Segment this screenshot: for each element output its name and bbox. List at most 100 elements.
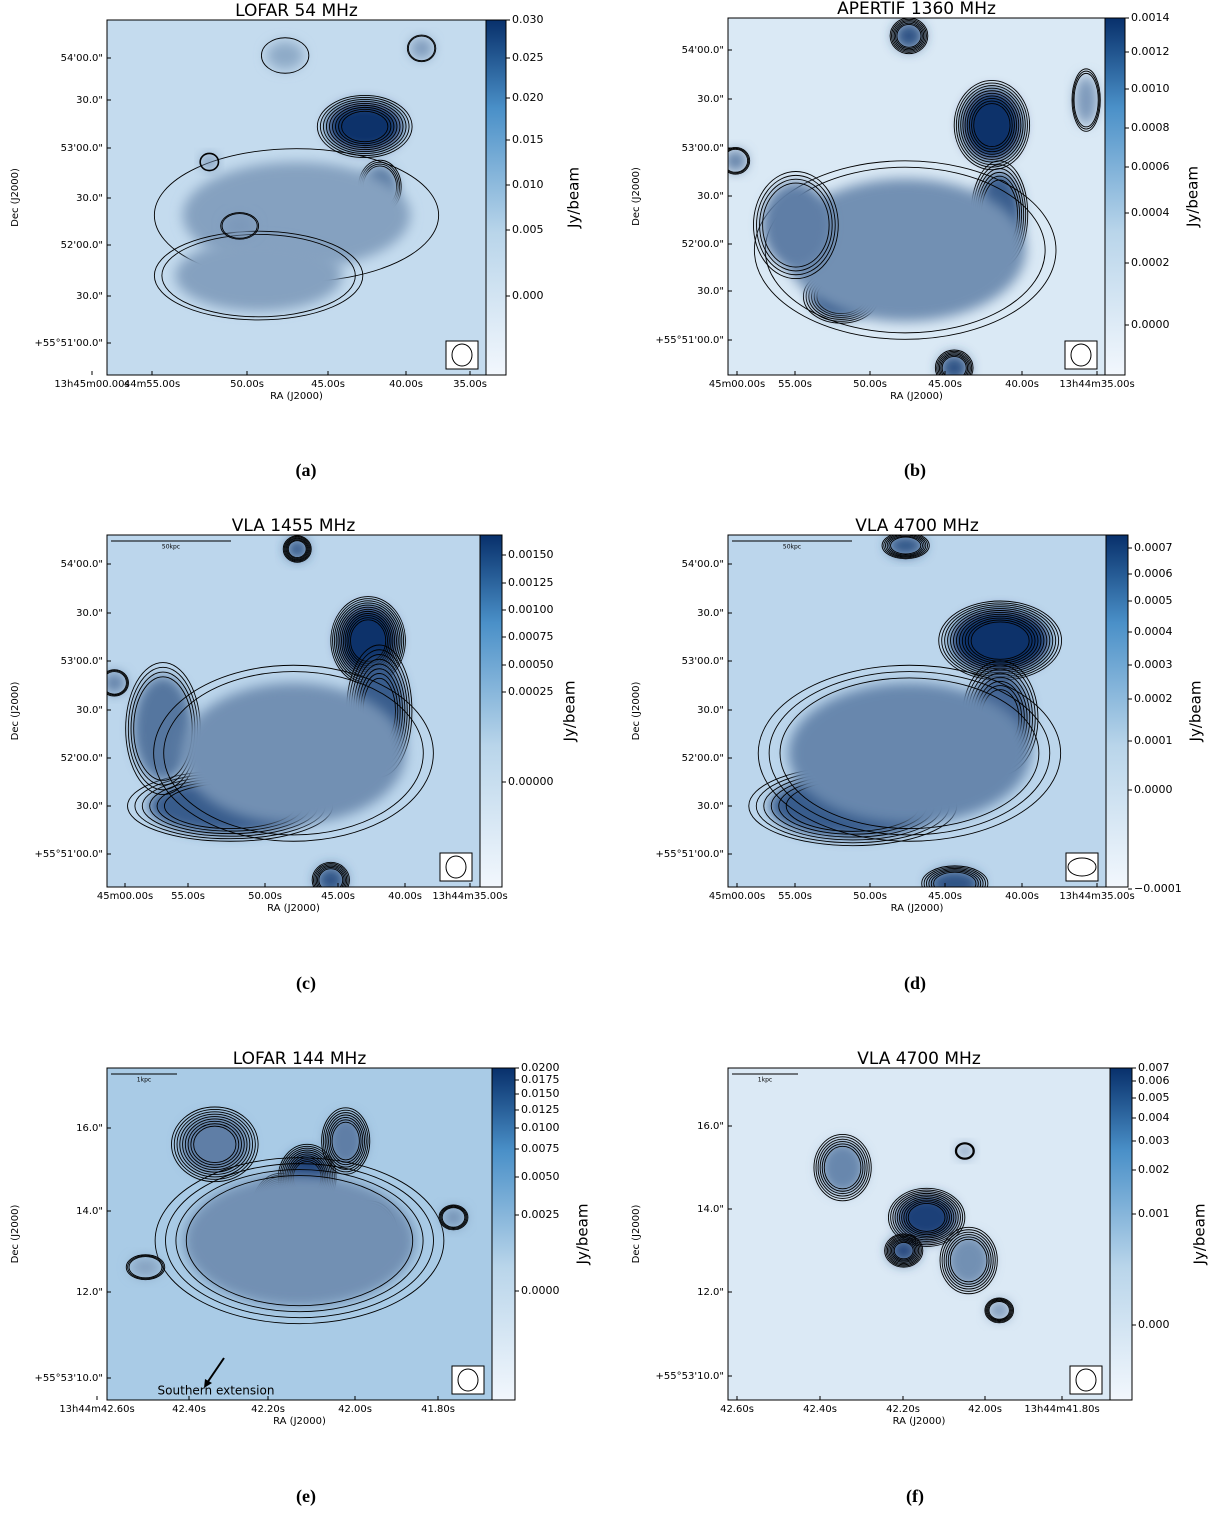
- x-tick-label: 42.40s: [172, 1404, 206, 1415]
- emission: [957, 1144, 973, 1158]
- emission: [107, 672, 126, 694]
- caption: (b): [904, 460, 926, 481]
- panel: 0.00150 0.00125 0.00100 0.00075 0.00050 0.000…: [10, 516, 579, 994]
- contour: [341, 110, 389, 143]
- contour: [329, 102, 401, 151]
- y-tick-label: +55°51'00.0": [35, 849, 103, 860]
- contour: [881, 535, 930, 560]
- y-tick-label: +55°53'10.0": [35, 1373, 103, 1384]
- colorbar-tick-label: 0.000: [1138, 1318, 1170, 1331]
- contour: [757, 664, 1062, 842]
- y-axis-label: Dec (J2000): [631, 1205, 642, 1264]
- contour: [905, 1201, 948, 1234]
- colorbar-tick-label: 0.0007: [1134, 541, 1173, 554]
- scale-bar-label: 1kpc: [758, 1077, 772, 1084]
- colorbar-label: Jy/beam: [1191, 1204, 1209, 1266]
- y-tick-label: 12.0": [76, 1287, 103, 1298]
- contour: [937, 352, 971, 375]
- colorbar-tick-label: 0.00075: [508, 630, 554, 643]
- contour: [338, 108, 392, 145]
- x-tick-label: 42.60s: [720, 1404, 754, 1415]
- x-tick-label: 45.00s: [321, 891, 355, 902]
- contour: [175, 1169, 424, 1313]
- colorbar-tick-label: 0.0014: [1131, 11, 1170, 24]
- contour: [986, 1299, 1012, 1322]
- colorbar-label: Jy/beam: [1184, 166, 1202, 228]
- contour: [886, 1235, 921, 1266]
- x-tick-label: 50.00s: [853, 891, 887, 902]
- colorbar-tick-label: 0.020: [512, 91, 544, 104]
- emission: [180, 1114, 250, 1175]
- colorbar-tick-label: 0.003: [1138, 1134, 1170, 1147]
- y-tick-label: 30.0": [697, 705, 724, 716]
- contour: [153, 664, 434, 842]
- contour: [324, 1112, 367, 1170]
- contour: [311, 861, 350, 887]
- emission: [886, 535, 925, 557]
- contour: [888, 1237, 920, 1265]
- colorbar-tick-label: 0.002: [1138, 1163, 1170, 1176]
- x-tick-label: 41.80s: [421, 1404, 455, 1415]
- colorbar: [1104, 17, 1126, 376]
- y-tick-label: 14.0": [697, 1204, 724, 1215]
- colorbar-tick-label: 0.015: [512, 133, 544, 146]
- contour: [953, 80, 1031, 171]
- contour: [987, 1300, 1011, 1321]
- contour: [282, 535, 312, 563]
- colorbar-tick-label: 0.0003: [1134, 658, 1173, 671]
- y-tick-label: 30.0": [76, 608, 103, 619]
- contour: [325, 100, 404, 153]
- contour: [768, 671, 1051, 836]
- contour: [958, 613, 1042, 668]
- contour: [887, 1187, 966, 1247]
- contour: [988, 1301, 1010, 1320]
- contour: [971, 100, 1013, 150]
- contour: [287, 540, 307, 558]
- beam: [451, 343, 473, 367]
- beam: [1070, 343, 1092, 367]
- contour: [884, 535, 927, 558]
- y-tick-label: +55°51'00.0": [35, 338, 103, 349]
- colorbar: [1105, 534, 1129, 888]
- y-tick-label: 16.0": [76, 1123, 103, 1134]
- y-axis-label: Dec (J2000): [10, 1205, 21, 1264]
- y-tick-label: 30.0": [76, 705, 103, 716]
- colorbar-tick-label: 0.0002: [1134, 692, 1173, 705]
- contour: [893, 21, 925, 51]
- x-tick-label: 50.00s: [853, 379, 887, 390]
- y-tick-label: 30.0": [697, 94, 724, 105]
- contour: [171, 1106, 259, 1183]
- contour: [943, 1231, 994, 1290]
- x-tick-label: 35.00s: [453, 379, 487, 390]
- y-tick-label: 54'00.0": [682, 559, 724, 570]
- contour: [154, 1157, 445, 1325]
- colorbar-tick-label: 0.0006: [1134, 567, 1173, 580]
- x-axis-label: RA (J2000): [891, 903, 944, 914]
- contour: [193, 1125, 237, 1164]
- x-tick-label: 42.20s: [251, 1404, 285, 1415]
- y-tick-label: 52'00.0": [61, 753, 103, 764]
- contour: [440, 1206, 467, 1229]
- x-tick-label: 42.00s: [968, 1404, 1002, 1415]
- x-axis-label: RA (J2000): [273, 1416, 326, 1427]
- contour: [107, 671, 127, 695]
- emission: [961, 89, 1023, 161]
- colorbar-tick-label: −0.0001: [1134, 882, 1182, 895]
- contour: [182, 1116, 248, 1173]
- contour: [179, 1113, 251, 1175]
- caption: (e): [296, 1486, 316, 1507]
- contour: [163, 671, 424, 836]
- x-tick-label: 13h44m35.00s: [1059, 891, 1134, 902]
- emission: [224, 215, 255, 237]
- contour: [184, 1118, 245, 1171]
- emission: [896, 1194, 958, 1241]
- x-tick-label: 13h44m35.00s: [1059, 379, 1134, 390]
- beam: [1067, 857, 1097, 877]
- contour: [319, 96, 410, 157]
- x-axis-label: RA (J2000): [890, 391, 943, 402]
- x-axis-label: RA (J2000): [270, 391, 323, 402]
- x-axis-label: RA (J2000): [893, 1416, 946, 1427]
- y-tick-label: +55°51'00.0": [656, 335, 724, 346]
- x-tick-label: 45m00.00s: [709, 891, 765, 902]
- emission: [201, 154, 217, 170]
